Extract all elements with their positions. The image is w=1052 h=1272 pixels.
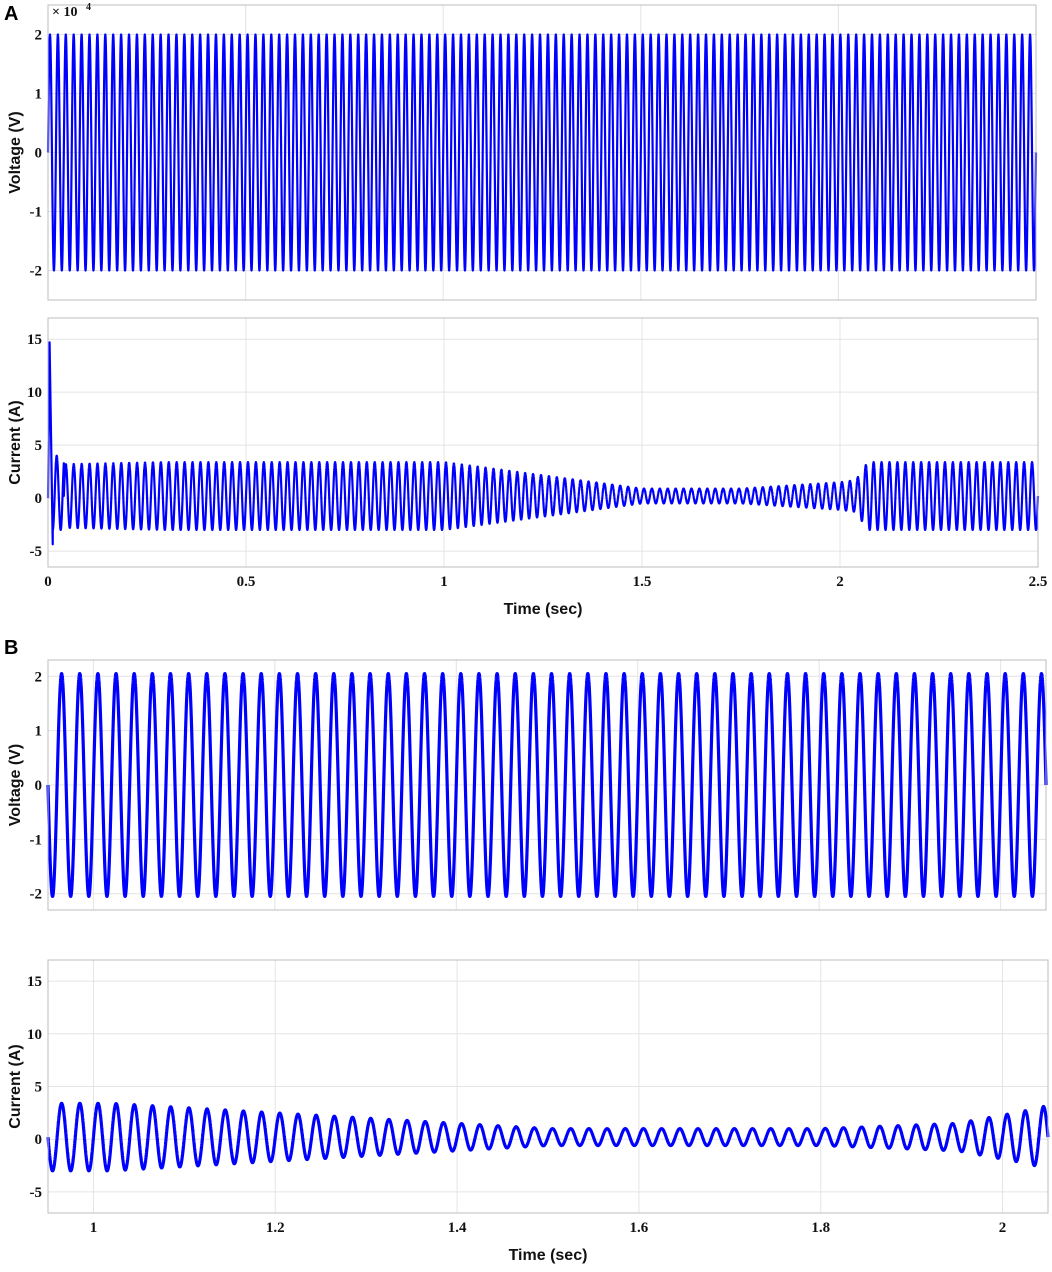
A-current-ytick-label-2: 5 [35,438,43,454]
B-voltage-frame [47,659,1047,911]
B-current-xlabel: Time (sec) [509,1247,588,1264]
B-current-plot: 15 10 5 0 -5 1 1.2 1.4 1.6 1.8 2 Current (A) Time (s… [7,959,1050,1264]
B-current-xtick-label-1: 1.2 [266,1220,285,1236]
B-current-xtick-label-4: 1.8 [811,1220,830,1236]
B-voltage-ylabel: Voltage (V) [7,744,24,826]
A-voltage-ytick-label-2: 0 [35,146,43,162]
B-voltage-ytick-label-2: 0 [35,778,43,794]
A-voltage-plot: 2 1 0 -1 -2 Voltage (V) × 10 4 [7,2,1038,301]
A-current-xtick-label-3: 1.5 [633,574,652,590]
A-current-frame [47,317,1039,568]
B-voltage-plot: 2 1 0 -1 -2 Voltage (V) [7,659,1048,911]
A-current-ytick-label-0: 15 [27,332,42,348]
panel-letter-a: A [4,3,18,25]
A-current-xtick-label-0: 0 [44,574,52,590]
B-voltage-series-line [46,671,1048,899]
panel-letter-b: B [4,637,18,659]
B-voltage-ytick-label-1: 1 [35,724,43,740]
A-voltage-ytick-label-3: -1 [30,205,43,221]
B-current-ytick-label-3: 0 [35,1132,43,1148]
A-voltage-frame [47,4,1037,301]
A-voltage-ytick-label-0: 2 [35,28,43,44]
B-current-ytick-label-1: 10 [27,1027,42,1043]
B-current-frame [47,959,1049,1214]
A-current-xlabel: Time (sec) [504,601,583,618]
B-voltage-ytick-label-4: -2 [30,887,43,903]
A-current-xtick-label-5: 2.5 [1029,574,1048,590]
B-voltage-ytick-label-0: 2 [35,669,43,685]
B-current-ylabel: Current (A) [7,1044,24,1128]
A-current-ytick-label-1: 10 [27,385,42,401]
B-current-xtick-label-3: 1.6 [630,1220,649,1236]
B-current-xtick-label-0: 1 [90,1220,98,1236]
A-current-ytick-label-4: -5 [30,544,43,560]
B-current-xtick-label-5: 2 [999,1220,1007,1236]
A-current-xtick-label-4: 2 [836,574,844,590]
A-current-ytick-label-3: 0 [35,491,43,507]
B-current-series-line [46,1101,1050,1173]
A-voltage-ytick-label-4: -2 [30,264,43,280]
A-voltage-multiplier: × 10 [52,5,77,20]
B-current-ytick-label-2: 5 [35,1080,43,1096]
A-voltage-ytick-label-1: 1 [35,87,43,103]
A-voltage-multiplier-exponent: 4 [86,2,91,13]
A-current-xtick-label-1: 0.5 [237,574,256,590]
B-current-ytick-label-4: -5 [30,1185,43,1201]
B-voltage-ytick-label-3: -1 [30,832,43,848]
B-current-ytick-label-0: 15 [27,974,42,990]
A-current-xtick-label-2: 1 [440,574,448,590]
A-current-series-line [46,341,1040,546]
A-voltage-series-line [46,33,1038,272]
B-current-xtick-label-2: 1.4 [448,1220,467,1236]
A-voltage-ylabel: Voltage (V) [7,111,24,193]
A-current-ylabel: Current (A) [7,400,24,484]
